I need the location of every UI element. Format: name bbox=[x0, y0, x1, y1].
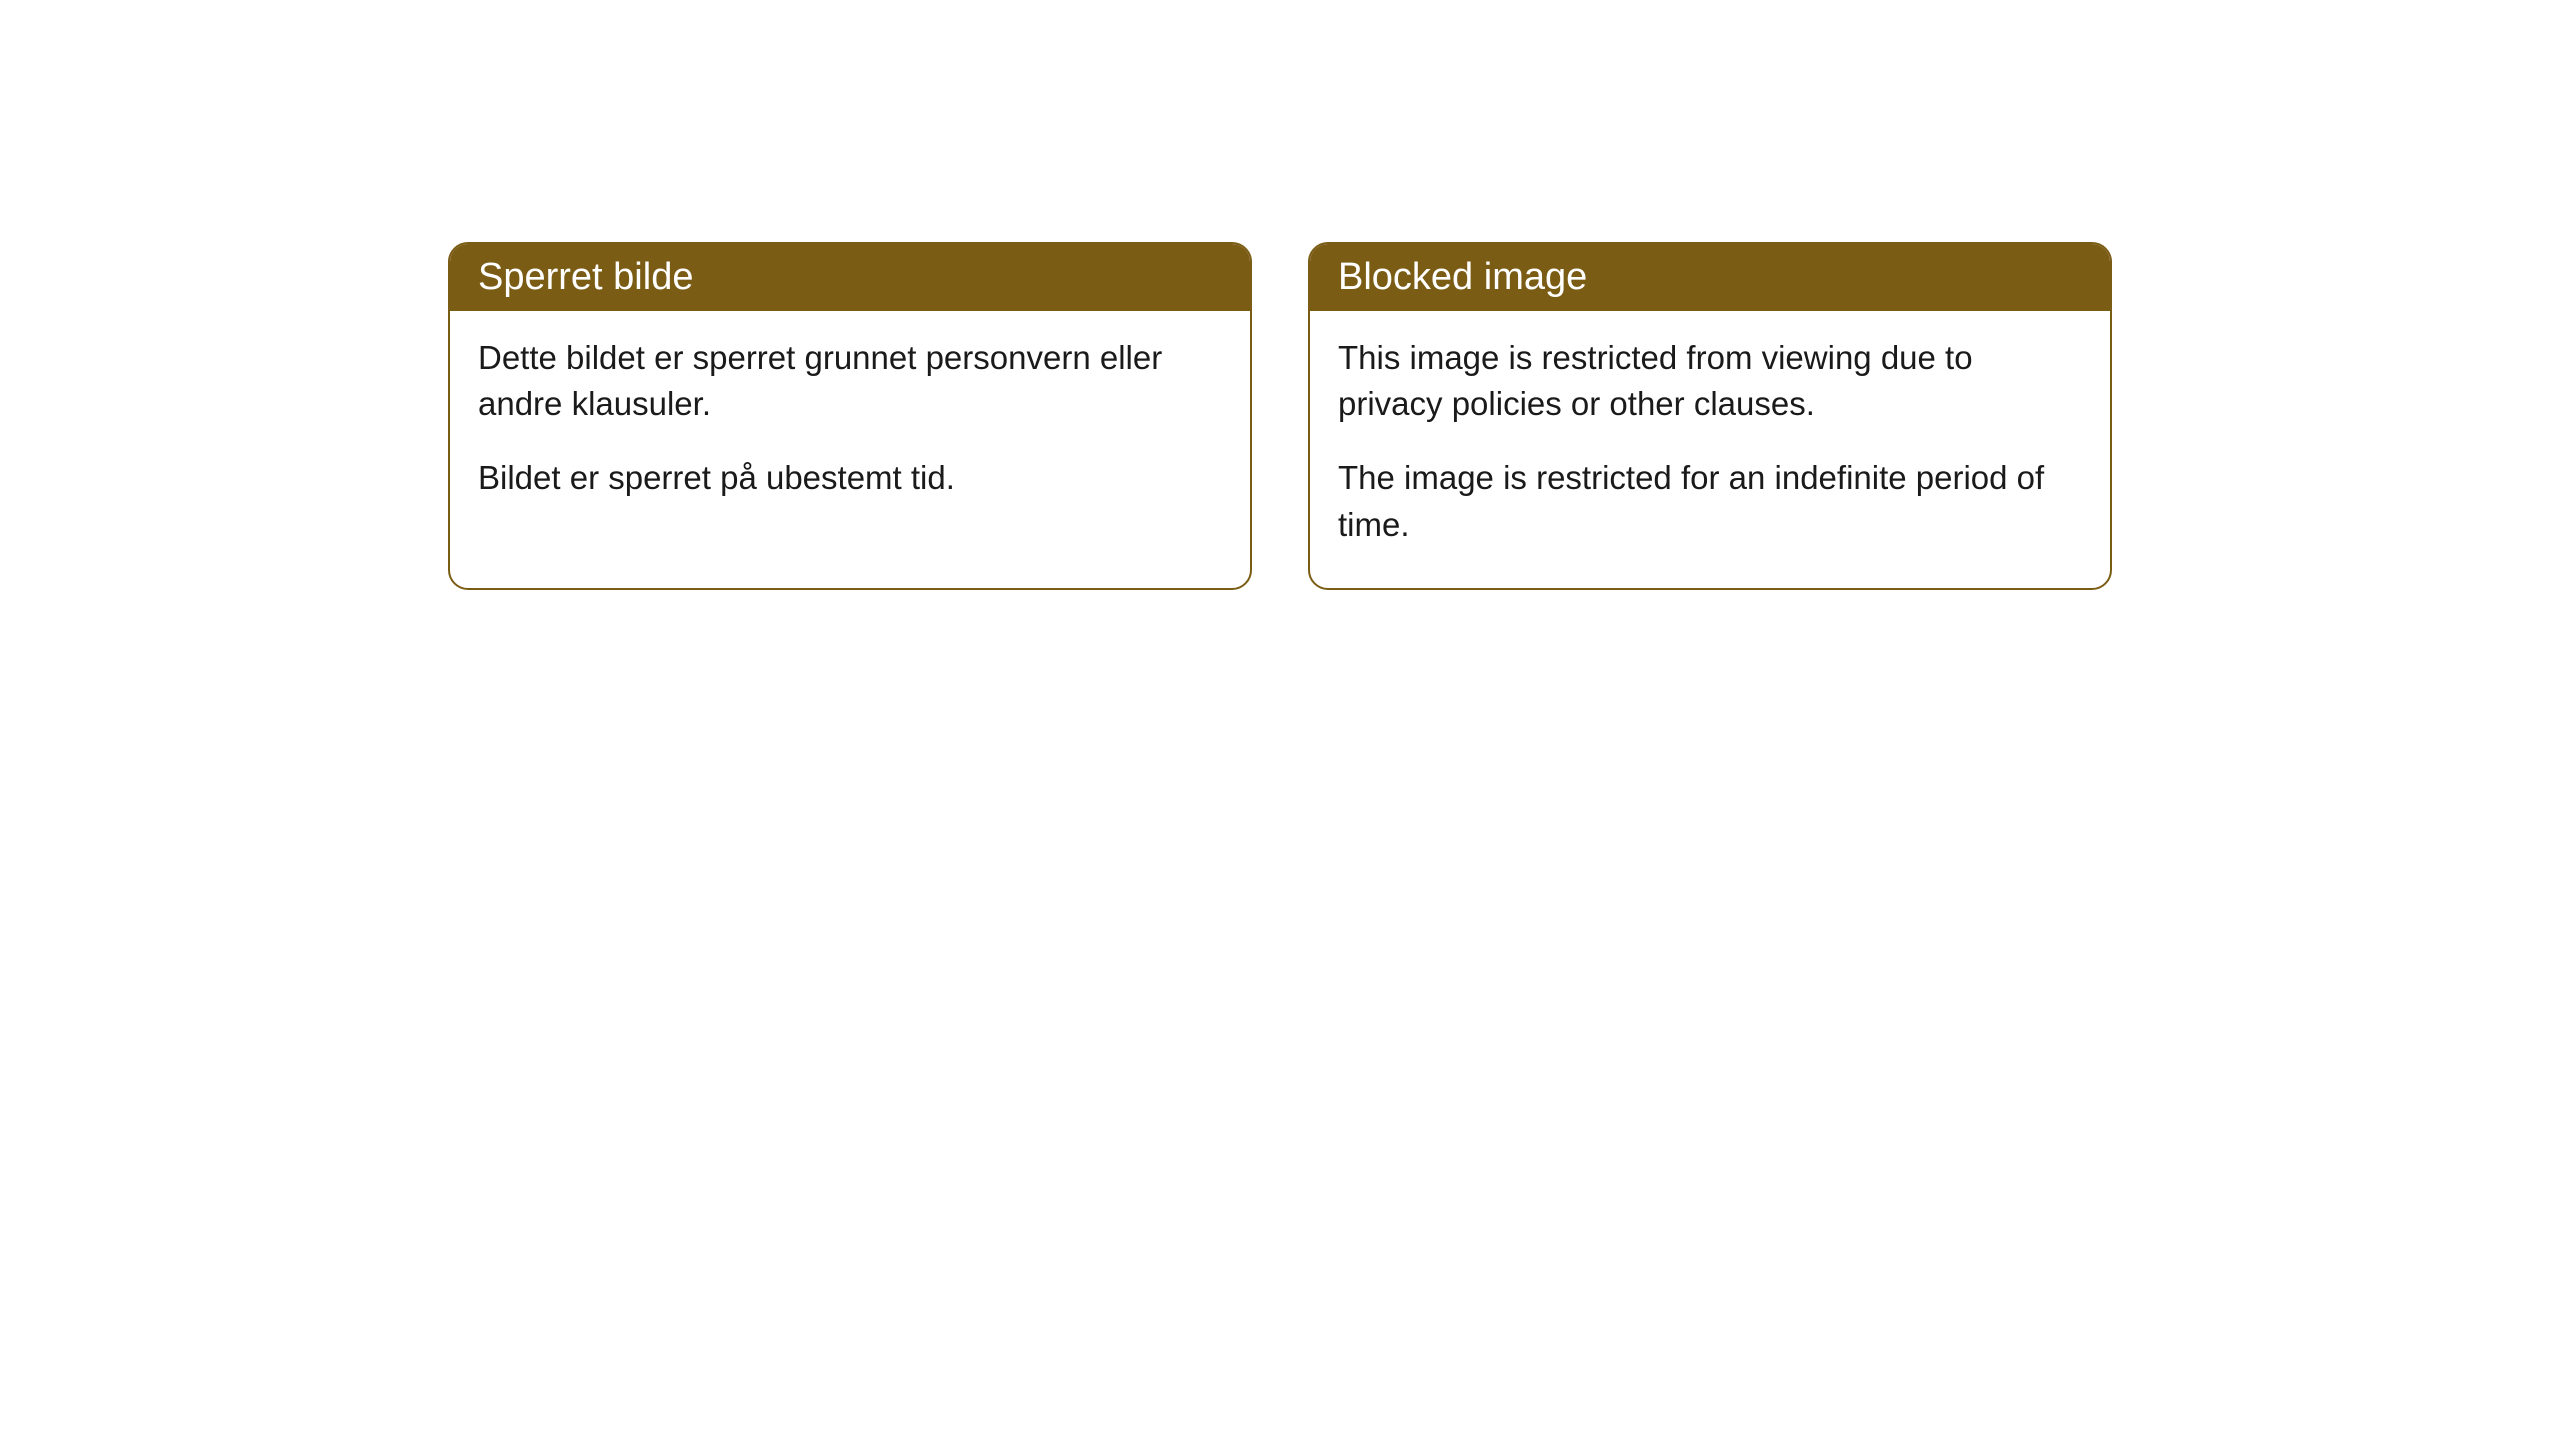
card-body-english: This image is restricted from viewing du… bbox=[1310, 311, 2110, 588]
card-header-norwegian: Sperret bilde bbox=[450, 244, 1250, 311]
card-paragraph-1: This image is restricted from viewing du… bbox=[1338, 335, 2082, 427]
blocked-image-card-english: Blocked image This image is restricted f… bbox=[1308, 242, 2112, 590]
card-header-english: Blocked image bbox=[1310, 244, 2110, 311]
card-title: Sperret bilde bbox=[478, 256, 693, 298]
card-paragraph-2: Bildet er sperret på ubestemt tid. bbox=[478, 455, 1222, 501]
card-title: Blocked image bbox=[1338, 256, 1587, 298]
card-paragraph-1: Dette bildet er sperret grunnet personve… bbox=[478, 335, 1222, 427]
notice-cards-container: Sperret bilde Dette bildet er sperret gr… bbox=[448, 242, 2112, 590]
blocked-image-card-norwegian: Sperret bilde Dette bildet er sperret gr… bbox=[448, 242, 1252, 590]
card-body-norwegian: Dette bildet er sperret grunnet personve… bbox=[450, 311, 1250, 542]
card-paragraph-2: The image is restricted for an indefinit… bbox=[1338, 455, 2082, 547]
